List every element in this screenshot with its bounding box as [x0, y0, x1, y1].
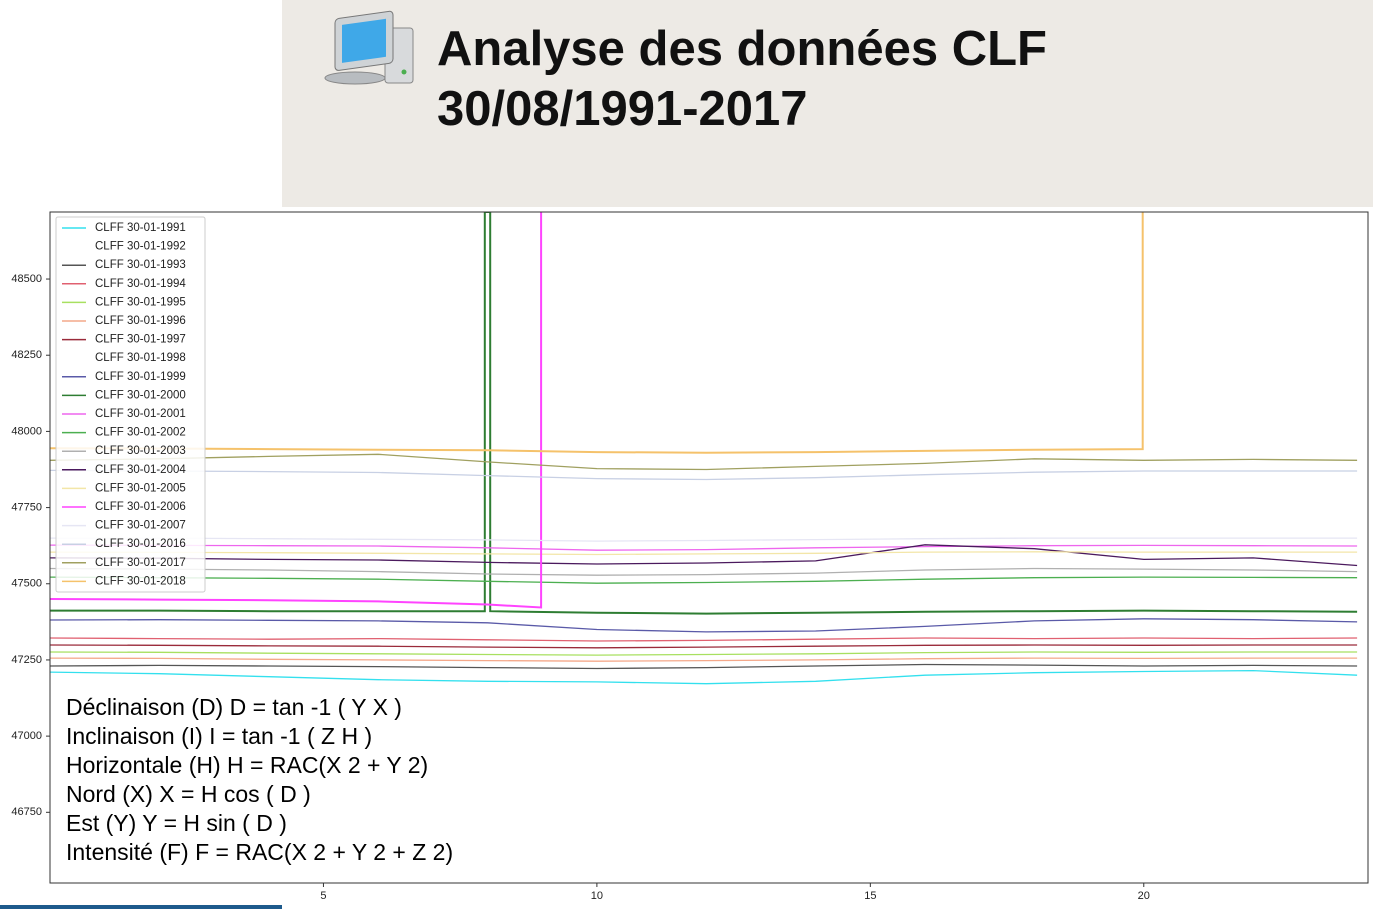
- series-line: [50, 544, 1358, 567]
- annotation: Inclinaison (I) I = tan -1 ( Z H ): [66, 723, 372, 749]
- series-line: [50, 663, 1358, 670]
- axes-frame: [49, 211, 1369, 884]
- slide-title: 30/08/1991-2017: [437, 82, 808, 136]
- legend-label: CLFF 30-01-1997: [95, 334, 186, 346]
- legend-label: CLFF 30-01-1996: [95, 315, 186, 327]
- legend-label: CLFF 30-01-1998: [95, 352, 186, 364]
- annotation: Est (Y) Y = H sin ( D ): [66, 810, 287, 836]
- legend-label: CLFF 30-01-2017: [95, 557, 186, 569]
- legend-label: CLFF 30-01-1992: [95, 241, 186, 253]
- x-tick-label: 20: [1138, 890, 1150, 902]
- series-line: [50, 537, 1358, 542]
- annotation: Déclinaison (D) D = tan -1 ( Y X ): [66, 694, 402, 720]
- legend-label: CLFF 30-01-1993: [95, 259, 186, 271]
- series-line: [50, 576, 1358, 584]
- slide-title: Analyse des données CLF: [437, 22, 1047, 76]
- series-line: [50, 453, 1358, 471]
- y-tick-label: 47250: [11, 654, 42, 666]
- footer-band: [0, 905, 282, 909]
- annotation: Nord (X) X = H cos ( D ): [66, 781, 311, 807]
- series-line: [50, 669, 1358, 685]
- series-line: [50, 618, 1358, 633]
- legend-label: CLFF 30-01-2005: [95, 482, 186, 494]
- y-tick-label: 48250: [11, 349, 42, 361]
- series-line: [50, 657, 1358, 662]
- legend-label: CLFF 30-01-2003: [95, 445, 186, 457]
- legend-label: CLFF 30-01-2002: [95, 427, 186, 439]
- legend-box: [55, 216, 206, 593]
- legend-label: CLFF 30-01-2007: [95, 520, 186, 532]
- x-tick-label: 15: [864, 890, 876, 902]
- y-tick-label: 47000: [11, 730, 42, 742]
- legend-label: CLFF 30-01-2000: [95, 389, 186, 401]
- legend-label: CLFF 30-01-2018: [95, 575, 186, 587]
- legend-label: CLFF 30-01-1994: [95, 278, 186, 290]
- series-line: [50, 212, 543, 609]
- plot-area: [50, 212, 1358, 685]
- legend-label: CLFF 30-01-2006: [95, 501, 186, 513]
- annotation: Horizontale (H) H = RAC(X 2 + Y 2): [66, 752, 428, 778]
- legend-label: CLFF 30-01-2004: [95, 464, 186, 476]
- y-tick-label: 48000: [11, 425, 42, 437]
- series-line: [50, 551, 1358, 556]
- y-tick-label: 47500: [11, 578, 42, 590]
- series-line: [50, 644, 1358, 649]
- legend-label: CLFF 30-01-1999: [95, 371, 186, 383]
- series-line: [50, 651, 1358, 656]
- y-tick-label: 47750: [11, 501, 42, 513]
- series-line: [50, 212, 1144, 454]
- overlay: 46750 47000 47250 47500 47750 48000 48250 48500…: [11, 216, 1150, 902]
- header-band: [282, 0, 1373, 207]
- series-line: [50, 637, 1358, 642]
- y-tick-label: 46750: [11, 806, 42, 818]
- series-line: [50, 567, 1358, 576]
- legend-label: CLFF 30-01-1991: [95, 222, 186, 234]
- x-tick-label: 5: [320, 890, 326, 902]
- y-tick-label: 48500: [11, 273, 42, 285]
- annotation: Intensité (F) F = RAC(X 2 + Y 2 + Z 2): [66, 839, 453, 865]
- series-line: [50, 469, 1358, 481]
- computer-icon: [324, 10, 414, 85]
- legend-label: CLFF 30-01-1995: [95, 296, 186, 308]
- legend-label: CLFF 30-01-2001: [95, 408, 186, 420]
- legend-label: CLFF 30-01-2016: [95, 538, 186, 550]
- x-tick-label: 10: [591, 890, 603, 902]
- series-line: [50, 544, 1358, 551]
- series-line: [50, 212, 1358, 615]
